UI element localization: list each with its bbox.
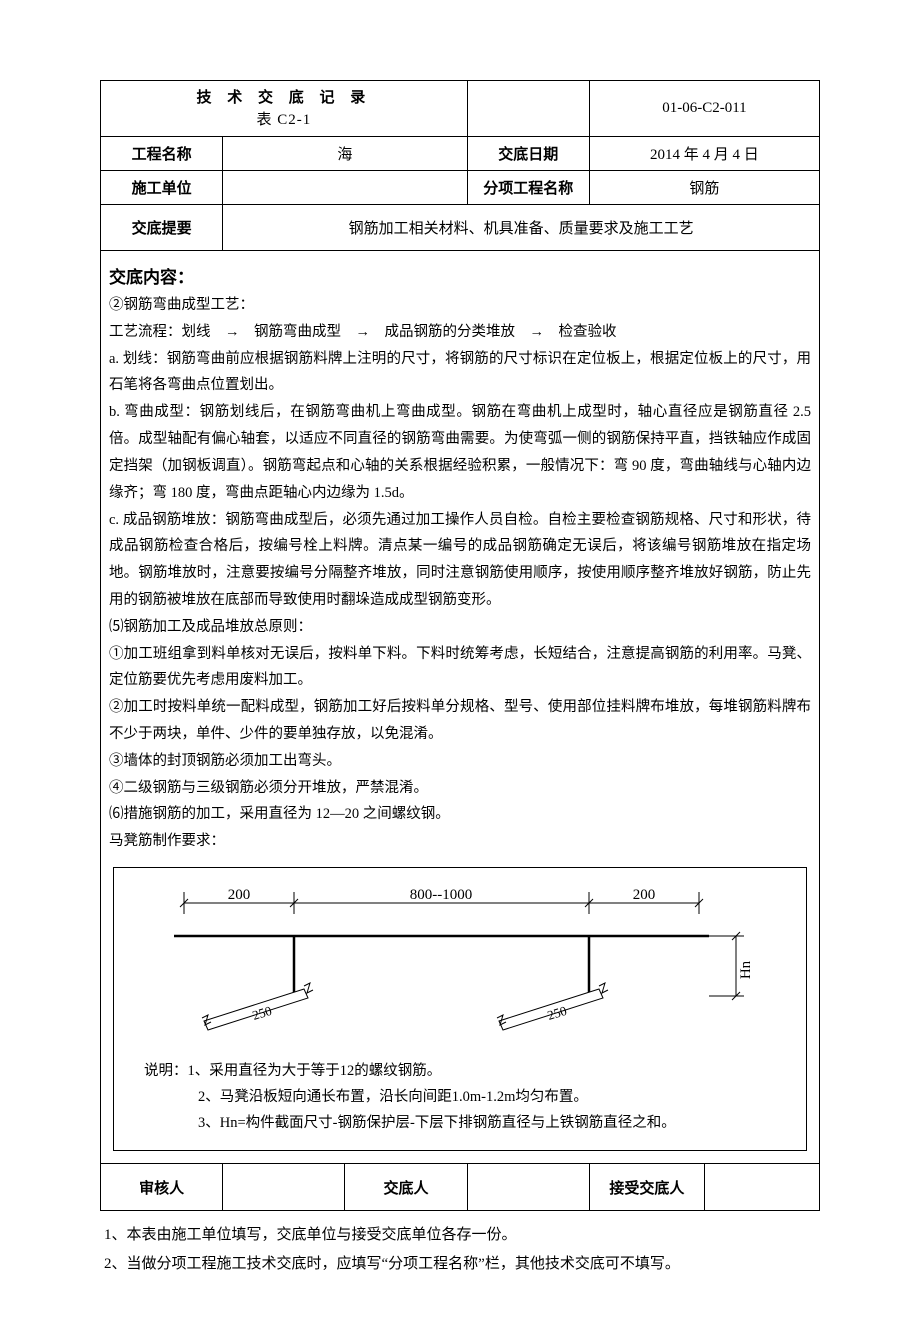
content-p5: c. 成品钢筋堆放：钢筋弯曲成型后，必须先通过加工操作人员自检。自检主要检查钢筋… bbox=[109, 507, 811, 614]
diagram-note-3: 3、Hn=构件截面尺寸-钢筋保护层-下层下排钢筋直径与上铁钢筋直径之和。 bbox=[144, 1110, 788, 1136]
stirrup-diagram: 200 800--1000 200 250 bbox=[144, 886, 764, 1046]
dim-hn: Hn bbox=[738, 960, 754, 979]
dim-mid: 800--1000 bbox=[410, 887, 473, 903]
form-title: 技 术 交 底 记 录 bbox=[196, 90, 371, 106]
receiver-value bbox=[704, 1164, 819, 1211]
project-value: 海 bbox=[223, 137, 467, 171]
content-p4: b. 弯曲成型：钢筋划线后，在钢筋弯曲机上弯曲成型。钢筋在弯曲机上成型时，轴心直… bbox=[109, 399, 811, 506]
summary-label: 交底提要 bbox=[101, 205, 223, 251]
contractor-value bbox=[223, 171, 467, 205]
content-p10: ④二级钢筋与三级钢筋必须分开堆放，严禁混淆。 bbox=[109, 775, 811, 802]
form-title-cell: 技 术 交 底 记 录 表 C2-1 bbox=[101, 81, 468, 137]
project-row: 工程名称 海 交底日期 2014 年 4 月 4 日 bbox=[101, 137, 820, 171]
diagram-notes: 说明：1、采用直径为大于等于12的螺纹钢筋。 2、马凳沿板短向通长布置，沿长向间… bbox=[144, 1058, 788, 1136]
content-p11: ⑹措施钢筋的加工，采用直径为 12—20 之间螺纹钢。 bbox=[109, 801, 811, 828]
content-cell: 交底内容： ②钢筋弯曲成型工艺： 工艺流程：划线 → 钢筋弯曲成型 → 成品钢筋… bbox=[101, 251, 820, 1164]
summary-row: 交底提要 钢筋加工相关材料、机具准备、质量要求及施工工艺 bbox=[101, 205, 820, 251]
title-row: 技 术 交 底 记 录 表 C2-1 01-06-C2-011 bbox=[101, 81, 820, 137]
content-row: 交底内容： ②钢筋弯曲成型工艺： 工艺流程：划线 → 钢筋弯曲成型 → 成品钢筋… bbox=[101, 251, 820, 1164]
dim-right: 200 bbox=[633, 887, 656, 903]
date-value: 2014 年 4 月 4 日 bbox=[589, 137, 819, 171]
content-p1: ②钢筋弯曲成型工艺： bbox=[109, 292, 811, 319]
bottom-note-1: 1、本表由施工单位填写，交底单位与接受交底单位各存一份。 bbox=[104, 1221, 820, 1250]
diagram-note-2: 2、马凳沿板短向通长布置，沿长向间距1.0m-1.2m均匀布置。 bbox=[144, 1084, 788, 1110]
reviewer-value bbox=[223, 1164, 345, 1211]
content-p8: ②加工时按料单统一配料成型，钢筋加工好后按料单分规格、型号、使用部位挂料牌布堆放… bbox=[109, 694, 811, 748]
signature-row: 审核人 交底人 接受交底人 bbox=[101, 1164, 820, 1211]
main-table: 技 术 交 底 记 录 表 C2-1 01-06-C2-011 工程名称 海 交… bbox=[100, 80, 820, 1211]
bottom-note-2: 2、当做分项工程施工技术交底时，应填写“分项工程名称”栏，其他技术交底可不填写。 bbox=[104, 1250, 820, 1279]
diagram-note-1: 说明：1、采用直径为大于等于12的螺纹钢筋。 bbox=[144, 1058, 788, 1084]
date-label: 交底日期 bbox=[467, 137, 589, 171]
content-p6: ⑸钢筋加工及成品堆放总原则： bbox=[109, 614, 811, 641]
contractor-row: 施工单位 分项工程名称 钢筋 bbox=[101, 171, 820, 205]
dim-left: 200 bbox=[228, 887, 251, 903]
presenter-label: 交底人 bbox=[345, 1164, 467, 1211]
content-heading: 交底内容： bbox=[109, 263, 811, 288]
content-p2: 工艺流程：划线 → 钢筋弯曲成型 → 成品钢筋的分类堆放 → 检查验收 bbox=[109, 319, 811, 346]
reviewer-label: 审核人 bbox=[101, 1164, 223, 1211]
form-subtitle: 表 C2-1 bbox=[105, 111, 463, 131]
receiver-label: 接受交底人 bbox=[589, 1164, 704, 1211]
contractor-label: 施工单位 bbox=[101, 171, 223, 205]
note-1-text: 1、采用直径为大于等于12的螺纹钢筋。 bbox=[188, 1063, 442, 1079]
diagram-box: 200 800--1000 200 250 bbox=[113, 867, 807, 1151]
doc-no-label bbox=[467, 81, 589, 137]
notes-prefix: 说明： bbox=[144, 1063, 188, 1079]
doc-no-value: 01-06-C2-011 bbox=[589, 81, 819, 137]
bottom-notes: 1、本表由施工单位填写，交底单位与接受交底单位各存一份。 2、当做分项工程施工技… bbox=[100, 1221, 820, 1278]
document-page: 技 术 交 底 记 录 表 C2-1 01-06-C2-011 工程名称 海 交… bbox=[0, 0, 920, 1318]
subitem-value: 钢筋 bbox=[589, 171, 819, 205]
project-label: 工程名称 bbox=[101, 137, 223, 171]
content-p7: ①加工班组拿到料单核对无误后，按料单下料。下料时统筹考虑，长短结合，注意提高钢筋… bbox=[109, 641, 811, 695]
subitem-label: 分项工程名称 bbox=[467, 171, 589, 205]
content-p12: 马凳筋制作要求： bbox=[109, 828, 811, 855]
summary-value: 钢筋加工相关材料、机具准备、质量要求及施工工艺 bbox=[223, 205, 820, 251]
content-p3: a. 划线：钢筋弯曲前应根据钢筋料牌上注明的尺寸，将钢筋的尺寸标识在定位板上，根… bbox=[109, 346, 811, 400]
content-p9: ③墙体的封顶钢筋必须加工出弯头。 bbox=[109, 748, 811, 775]
presenter-value bbox=[467, 1164, 589, 1211]
